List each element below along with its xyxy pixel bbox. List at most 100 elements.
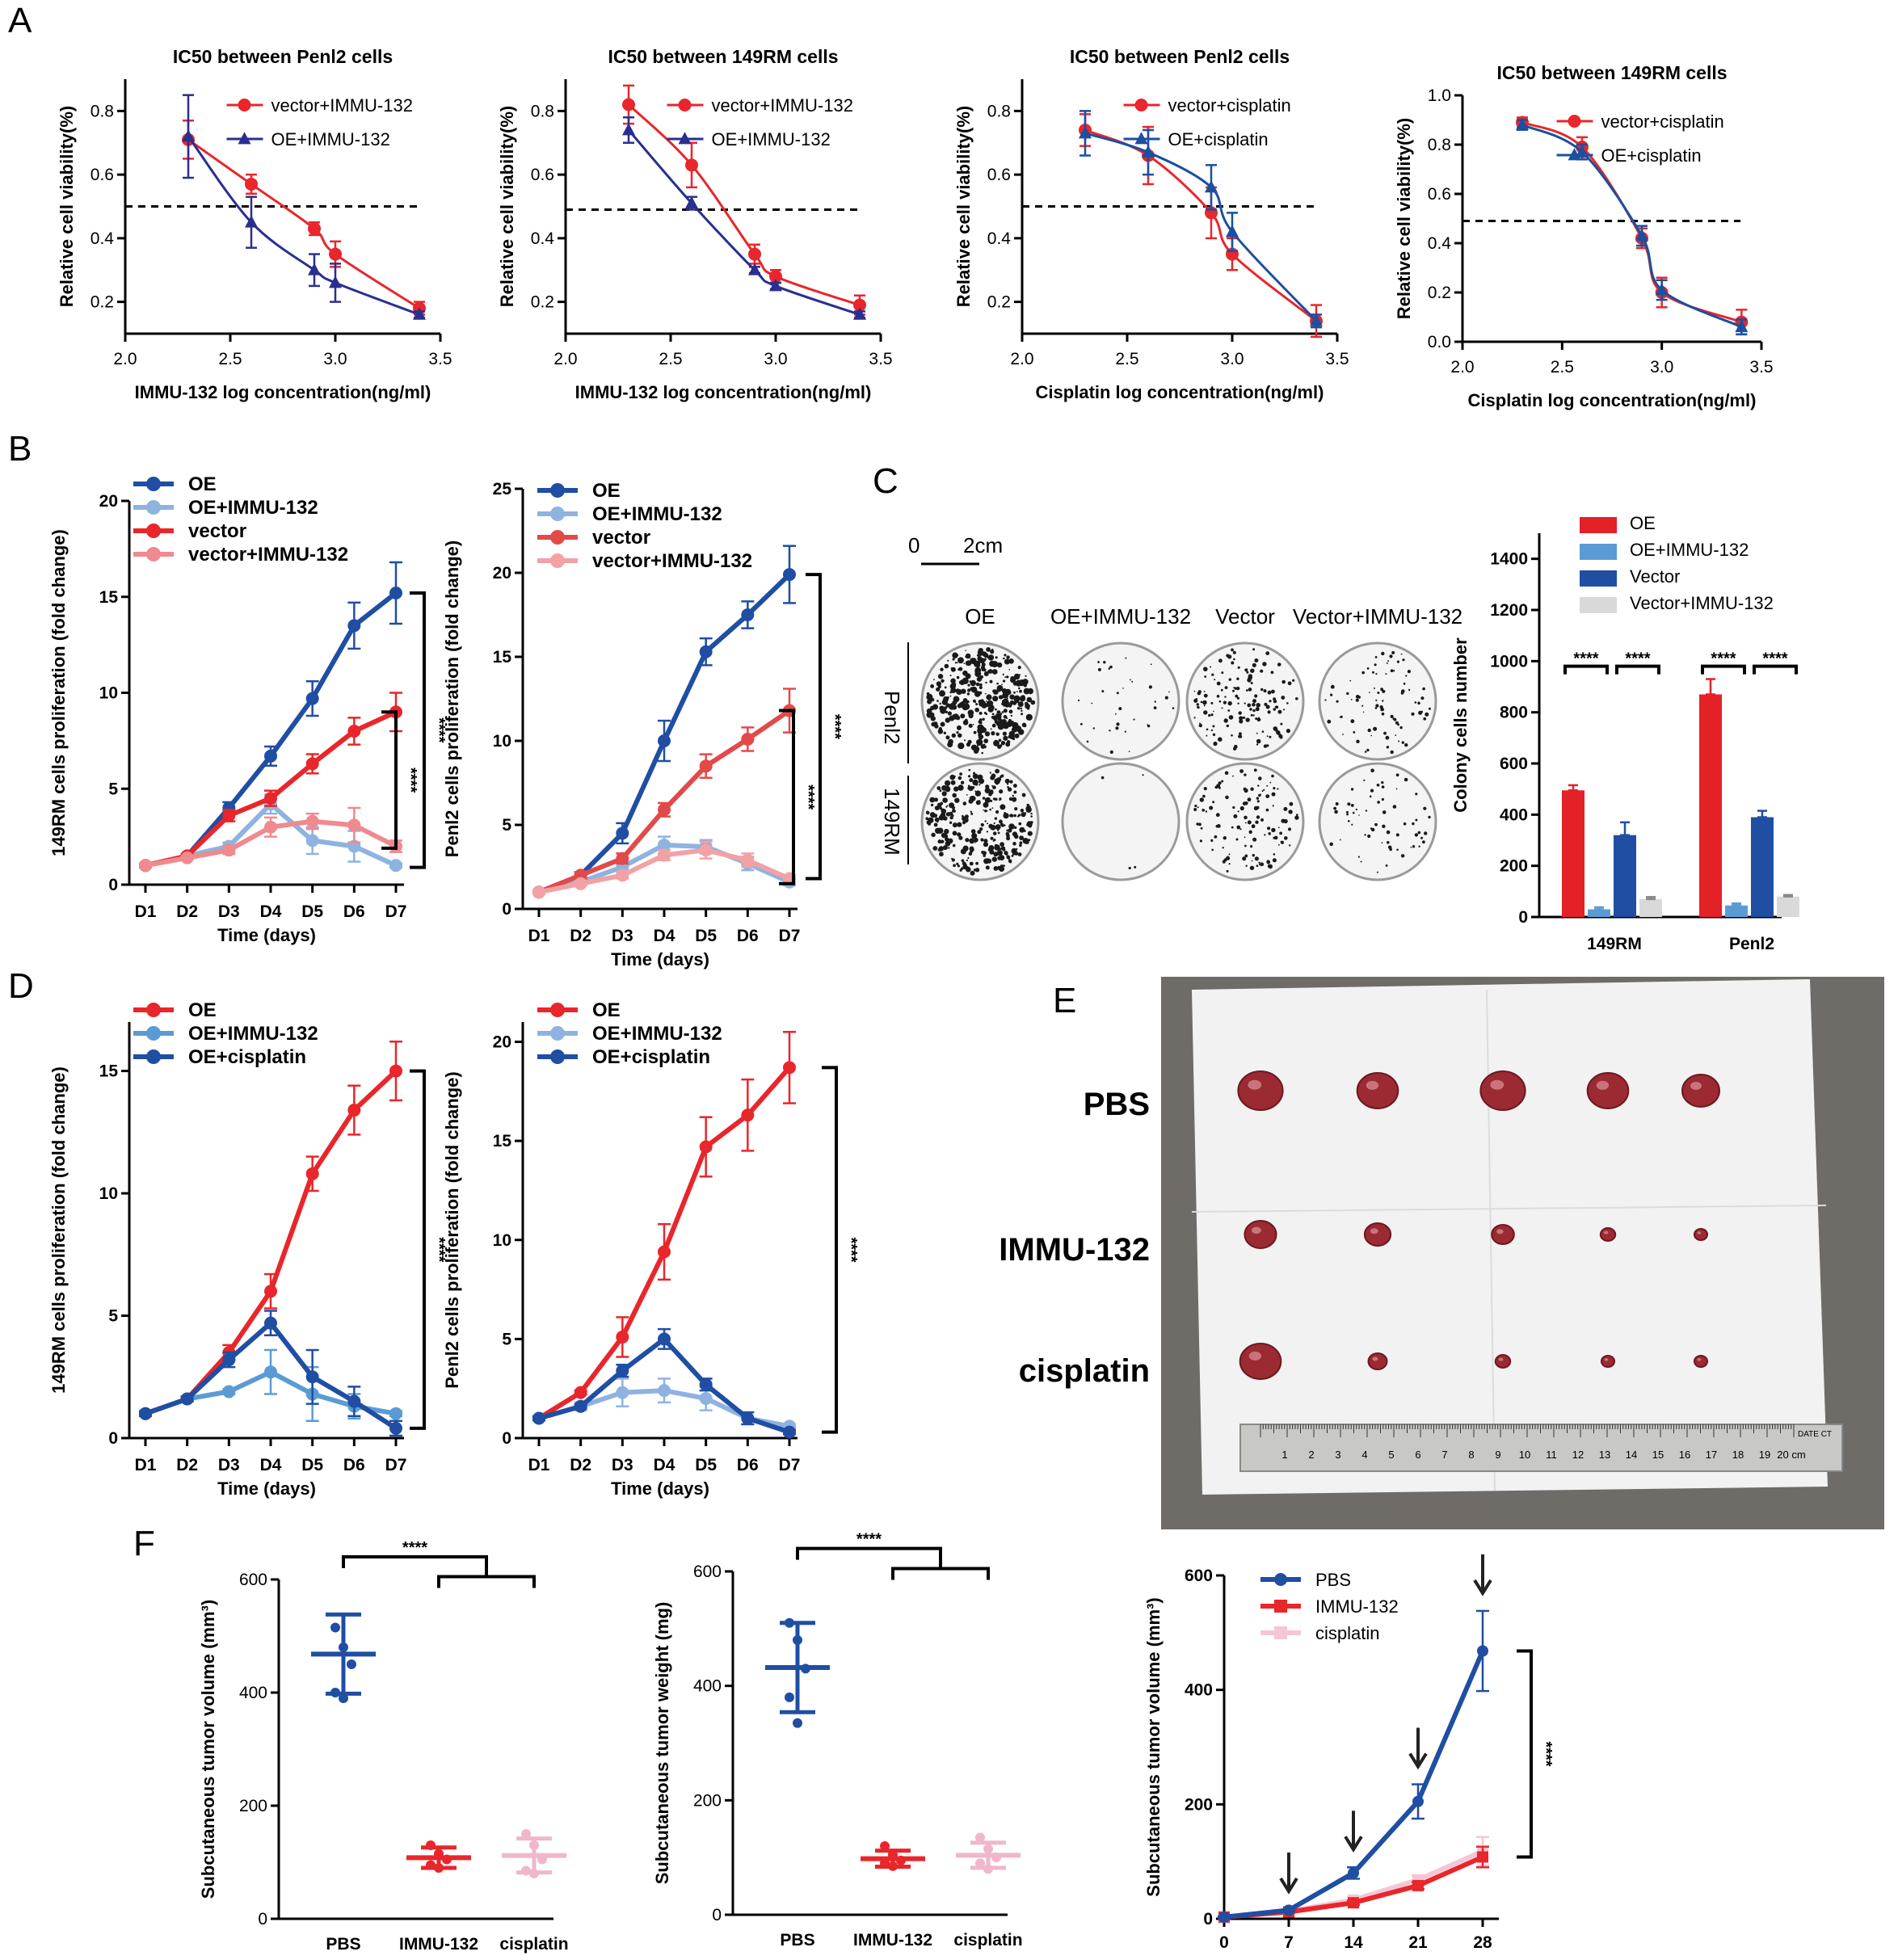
data-point xyxy=(264,749,277,763)
culture-plate xyxy=(1061,641,1180,761)
y-tick-label: 0.4 xyxy=(987,229,1012,248)
y-tick-label: 800 xyxy=(1500,704,1528,722)
ruler-number: 1 xyxy=(1281,1449,1287,1461)
x-tick-label: 2.0 xyxy=(113,350,137,368)
colony xyxy=(1009,780,1013,784)
colony xyxy=(999,789,1004,794)
colony xyxy=(1211,848,1214,852)
colony xyxy=(970,812,974,815)
significance-label: **** xyxy=(1537,1741,1555,1766)
ruler-number: 19 xyxy=(1759,1449,1770,1461)
colony xyxy=(950,667,956,672)
colony xyxy=(1233,747,1237,751)
colony xyxy=(1250,845,1253,848)
colony xyxy=(1256,732,1258,734)
significance-label: **** xyxy=(1625,650,1650,668)
colony xyxy=(982,797,986,800)
x-tick-label: D4 xyxy=(260,1456,282,1474)
x-tick-label: 2.5 xyxy=(1551,358,1574,376)
x-tick-label: 3.0 xyxy=(764,350,787,368)
colony xyxy=(974,868,980,873)
colony xyxy=(1092,727,1096,730)
y-tick-label: 0.4 xyxy=(90,229,115,248)
colony xyxy=(979,827,983,831)
colony xyxy=(1253,768,1257,772)
colony xyxy=(1256,703,1260,708)
colony xyxy=(1258,861,1260,864)
data-point xyxy=(347,725,361,738)
colony xyxy=(1355,698,1359,702)
colony xyxy=(1258,793,1261,797)
x-tick-label: D2 xyxy=(176,902,198,921)
colony xyxy=(941,679,945,683)
colony xyxy=(1221,707,1223,709)
colony-plate-photo: 0 2cm OE OE+IMMU-132 Vector Vector+IMMU-… xyxy=(880,533,1462,881)
colony xyxy=(1232,805,1235,810)
colony xyxy=(957,864,960,868)
data-point xyxy=(347,619,361,633)
colony xyxy=(1247,820,1252,825)
colony xyxy=(982,717,985,721)
bar-Vector xyxy=(1614,835,1636,917)
colony xyxy=(1218,781,1222,785)
ruler-number: 18 xyxy=(1732,1449,1744,1461)
significance-label: **** xyxy=(402,1539,427,1557)
colony xyxy=(1115,726,1119,730)
chart-title: IC50 between 149RM cells xyxy=(608,46,838,67)
colony xyxy=(949,821,953,824)
data-point xyxy=(748,263,761,275)
colony xyxy=(983,712,987,714)
colony xyxy=(926,692,930,696)
colony xyxy=(983,810,984,811)
data-point xyxy=(180,851,194,864)
legend-marker xyxy=(1134,99,1148,111)
colony xyxy=(957,733,962,738)
colony xyxy=(942,797,948,803)
data-point xyxy=(1348,1897,1359,1909)
colony xyxy=(1260,688,1264,692)
ruler-number: 12 xyxy=(1572,1449,1584,1461)
colony xyxy=(983,671,989,676)
x-tick-label: 3.0 xyxy=(1220,350,1244,368)
static-layer: A B C D E F 0 2cm OE OE+IMMU-132 Vector … xyxy=(8,1,1884,1563)
legend-marker xyxy=(1274,1600,1287,1613)
data-point xyxy=(264,792,277,805)
colony xyxy=(969,861,974,866)
colony xyxy=(1003,679,1006,683)
colony xyxy=(1109,730,1111,732)
colony xyxy=(942,845,948,851)
tumor-highlight xyxy=(1603,1230,1609,1234)
colony xyxy=(1118,707,1122,711)
colony xyxy=(933,679,935,680)
colony xyxy=(1252,648,1256,651)
colony xyxy=(1279,831,1282,835)
x-tick-label: D1 xyxy=(135,902,157,921)
bar-OE+IMMU-132 xyxy=(1588,909,1610,917)
colony xyxy=(1391,650,1395,654)
ruler-body xyxy=(1239,1424,1843,1472)
colony xyxy=(944,686,947,689)
x-tick-label: D6 xyxy=(737,1456,759,1474)
chart-a4: 0.0 0.2 0.4 0.6 0.8 1.0 2.0 2.5 3.0 3.5 IC50 betwe… xyxy=(1394,62,1774,410)
colony xyxy=(1296,814,1298,816)
colony xyxy=(941,814,946,820)
colony xyxy=(1223,718,1228,723)
colony xyxy=(950,780,956,785)
colony xyxy=(997,831,1000,835)
colony xyxy=(1203,691,1206,692)
colony xyxy=(1030,700,1036,705)
y-tick-label: 1.0 xyxy=(1428,86,1451,105)
colony xyxy=(996,682,999,685)
colony xyxy=(967,856,970,860)
bar-OE+IMMU-132 xyxy=(1725,905,1748,917)
scale-bar-end-label: 2cm xyxy=(963,533,1003,557)
dosing-arrow-head xyxy=(1344,1836,1363,1853)
colony xyxy=(1204,675,1207,678)
colony xyxy=(981,700,986,705)
x-tick-label: D4 xyxy=(260,902,282,921)
individual-point xyxy=(793,1718,802,1728)
colony xyxy=(978,711,983,715)
tumor xyxy=(1363,1222,1392,1247)
data-point xyxy=(1205,180,1218,193)
colony xyxy=(1004,676,1007,679)
